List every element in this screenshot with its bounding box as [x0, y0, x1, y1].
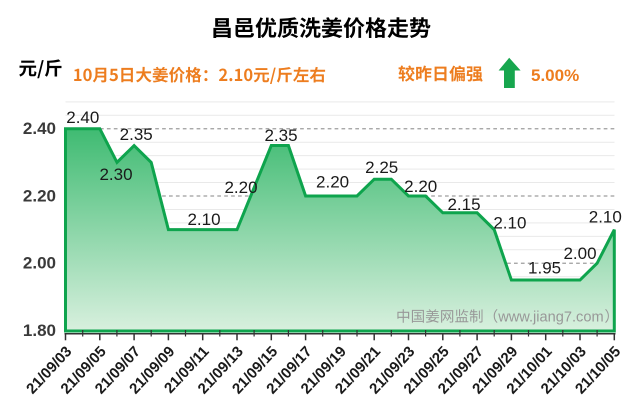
svg-text:2.10: 2.10 — [493, 214, 526, 233]
svg-text:2.25: 2.25 — [365, 158, 398, 177]
svg-text:2.40: 2.40 — [23, 119, 56, 138]
svg-text:2.20: 2.20 — [316, 173, 349, 192]
svg-text:5.00%: 5.00% — [531, 66, 579, 85]
svg-text:2.20: 2.20 — [404, 177, 437, 196]
svg-text:2.20: 2.20 — [224, 178, 257, 197]
svg-text:2.00: 2.00 — [23, 254, 56, 273]
svg-text:2.20: 2.20 — [23, 186, 56, 205]
svg-text:2.35: 2.35 — [120, 125, 153, 144]
svg-text:2.35: 2.35 — [264, 126, 297, 145]
svg-text:2.10: 2.10 — [187, 210, 220, 229]
svg-text:2.30: 2.30 — [99, 165, 132, 184]
svg-text:1.80: 1.80 — [23, 321, 56, 340]
svg-text:2.00: 2.00 — [563, 244, 596, 263]
svg-text:2.40: 2.40 — [66, 108, 99, 127]
svg-text:www.jiang7.com: www.jiang7.com — [497, 310, 603, 326]
svg-text:1.95: 1.95 — [528, 258, 561, 277]
svg-text:2.15: 2.15 — [447, 195, 480, 214]
svg-text:2.10: 2.10 — [589, 208, 622, 227]
